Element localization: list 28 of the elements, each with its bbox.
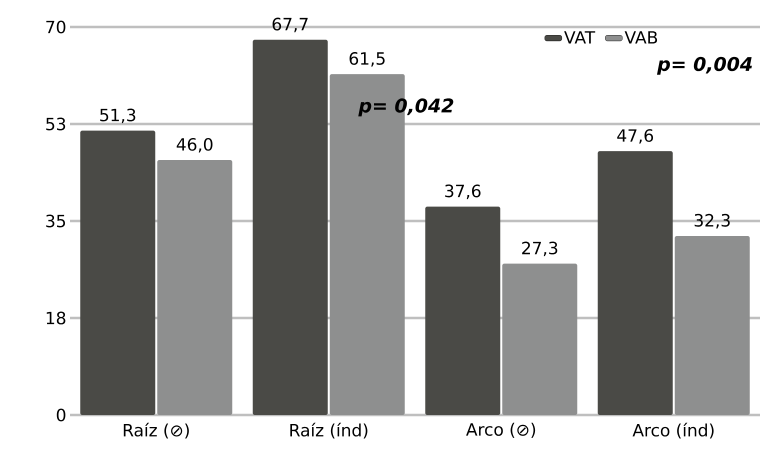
annotation: p= 0,004 (656, 56, 752, 75)
bar (598, 151, 673, 415)
bar (80, 130, 156, 415)
x-tick-label: Raíz (⊘) (124, 422, 189, 439)
legend-label: VAB (624, 31, 658, 44)
x-tick-label: Arco (⊘) (466, 422, 536, 438)
y-tick-label: 0 (56, 408, 66, 422)
bar (502, 264, 578, 415)
data-label: 27,3 (522, 242, 558, 256)
data-label: 67,7 (272, 18, 308, 32)
y-tick-label: 18 (46, 312, 66, 324)
bar (425, 206, 500, 415)
data-label: 32,3 (694, 214, 730, 228)
x-tick-label: Arco (índ) (632, 422, 714, 439)
data-label: 37,6 (445, 184, 481, 200)
y-tick-label: 53 (46, 118, 66, 130)
bar (674, 236, 750, 415)
data-label: 51,3 (100, 108, 136, 124)
data-label: 47,6 (617, 129, 654, 144)
y-tick-label: 35 (46, 214, 65, 228)
legend-label: VAT (564, 31, 596, 44)
data-label: 46,0 (176, 138, 212, 153)
bar (252, 40, 328, 415)
bar (157, 160, 232, 415)
annotation: p= 0,042 (358, 98, 454, 116)
data-label: 61,5 (350, 52, 385, 67)
y-tick-label: 70 (46, 20, 66, 34)
x-tick-label: Raíz (índ) (290, 422, 368, 439)
